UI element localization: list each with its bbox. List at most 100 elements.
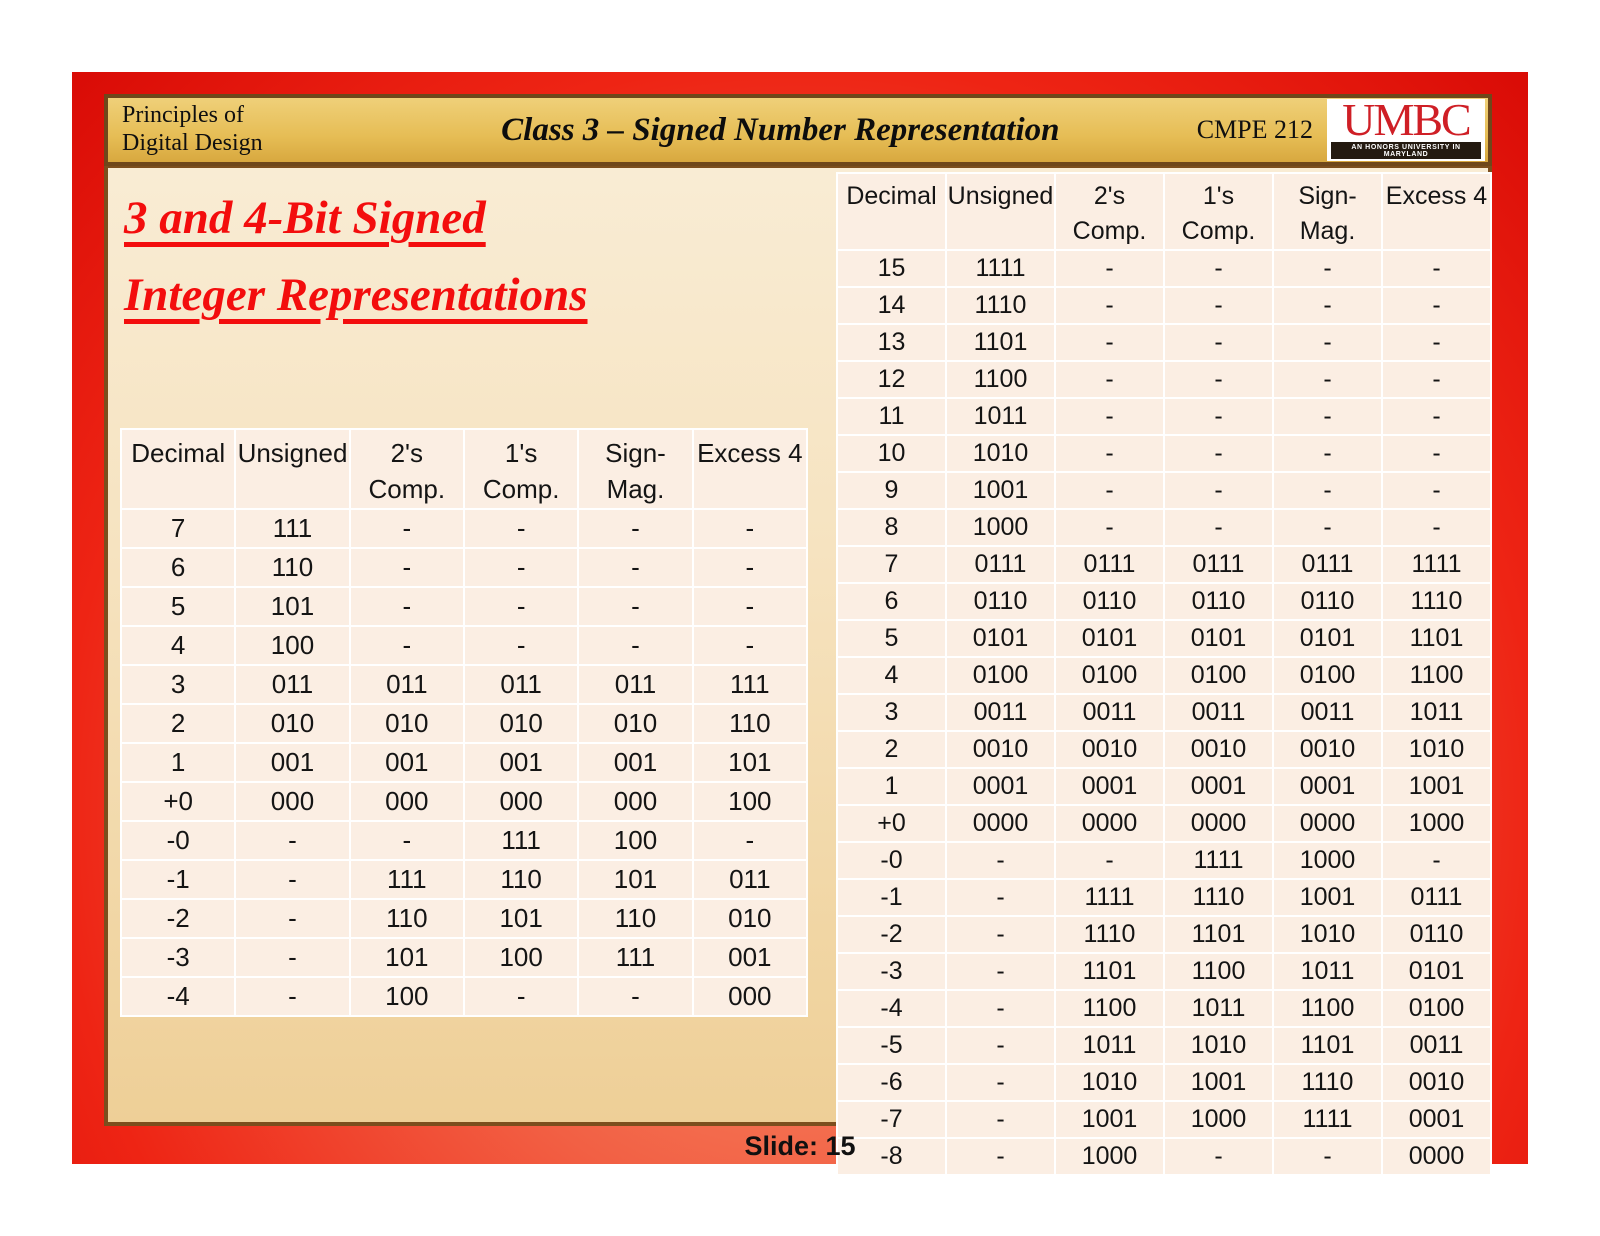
table-cell: 0101 [1163,619,1274,658]
table-cell: 0111 [1054,545,1165,584]
table-cell: 1000 [1054,1137,1165,1176]
table-cell: 101 [462,897,580,939]
table-cell: 0100 [1381,989,1492,1028]
table-cell: - [462,624,580,666]
table-cell: 0111 [1272,545,1383,584]
table-cell: 100 [577,819,694,861]
table-cell: 0011 [1054,693,1165,732]
table-cell: 1010 [1381,730,1492,769]
table-cell: 0110 [1272,582,1383,621]
table-cell: -7 [836,1100,947,1139]
table-cell: -1 [119,858,237,900]
table-cell: 1111 [1054,878,1165,917]
table-row: -2-110 101 110 010 [119,897,809,939]
table-cell: 0110 [1163,582,1274,621]
table-cell: 110 [462,858,580,900]
table-cell: 0010 [1381,1063,1492,1102]
table-3bit-representations: Decimal Unsigned 2's Comp. 1's Comp. Sign- M… [119,428,809,1017]
table-cell: 010 [348,702,465,744]
table-row: 6 0110 0110 0110 0110 1110 [836,582,1492,621]
table-cell: - [691,585,809,627]
table-cell: 100 [462,936,580,978]
table-cell: 1011 [1381,693,1492,732]
table-cell: - [945,1100,1056,1139]
table-row: -6-1010 1001 1110 0010 [836,1063,1492,1102]
table-cell: 011 [577,663,694,705]
table-cell: 101 [577,858,694,900]
table-row: -5-1011 1010 1101 0011 [836,1026,1492,1065]
table-cell: 0101 [1381,952,1492,991]
table-cell: 0001 [1381,1100,1492,1139]
table-cell: 1100 [1054,989,1165,1028]
table-cell: 0000 [945,804,1056,843]
table-row: 4 100- - - - [119,624,809,666]
table-cell: 011 [348,663,465,705]
table-cell: - [1272,471,1383,510]
table-cell: 0111 [1163,545,1274,584]
table-cell: 2 [119,702,237,744]
table-cell: - [1163,360,1274,399]
column-header: Excess 4 [1381,172,1492,251]
table-cell: 9 [836,471,947,510]
table-cell: - [577,546,694,588]
column-header: 2's Comp. [348,428,465,510]
table-cell: 001 [234,741,351,783]
table-cell: 0101 [1054,619,1165,658]
table-cell: - [1272,434,1383,473]
table-cell: 1110 [1381,582,1492,621]
table-cell: 0010 [1054,730,1165,769]
table-cell: - [1272,1137,1383,1176]
table-cell: 0000 [1054,804,1165,843]
table-row: 11 1011- - - - [836,397,1492,436]
table-row: 7 111- - - - [119,507,809,549]
table-row: 12 1100- - - - [836,360,1492,399]
table-cell: - [1163,471,1274,510]
table-cell: - [1163,249,1274,288]
table-cell: 0110 [945,582,1056,621]
table-cell: - [348,546,465,588]
table-cell: - [945,989,1056,1028]
table-cell: 0100 [1272,656,1383,695]
table-cell: - [1054,286,1165,325]
table-cell: 3 [119,663,237,705]
table-row: 5 101- - - - [119,585,809,627]
table-row: 8 1000- - - - [836,508,1492,547]
table-cell: 111 [234,507,351,549]
table-cell: 1110 [1054,915,1165,954]
slide-body: 3 and 4-Bit Signed Integer Representatio… [104,166,1492,1176]
table-cell: +0 [836,804,947,843]
table-cell: 001 [691,936,809,978]
table-cell: 8 [836,508,947,547]
table-row: +0 000 000 000 000 100 [119,780,809,822]
table-cell: - [1381,323,1492,362]
table-cell: 0101 [945,619,1056,658]
table-row: -8-1000- -0000 [836,1137,1492,1176]
table-cell: - [348,624,465,666]
column-header: Unsigned [945,172,1056,251]
slide-title: 3 and 4-Bit Signed Integer Representatio… [124,180,588,334]
slide-number: Slide: 15 [744,1130,856,1161]
column-header: 2's Comp. [1054,172,1165,251]
course-name-line1: Principles of [122,102,244,129]
table-cell: 1101 [1054,952,1165,991]
table-row: 14 1110- - - - [836,286,1492,325]
table-cell: 0010 [1272,730,1383,769]
table-cell: 010 [234,702,351,744]
table-row: 3 011 011 011 011 111 [119,663,809,705]
table-cell: - [945,952,1056,991]
table-row: 13 1101- - - - [836,323,1492,362]
table-cell: - [577,624,694,666]
table-cell: 7 [119,507,237,549]
table-cell: 1111 [1163,841,1274,880]
table-cell: 001 [348,741,465,783]
table-row: -2-1110 1101 1010 0110 [836,915,1492,954]
table-cell: 0000 [1163,804,1274,843]
table-cell: 7 [836,545,947,584]
table-cell: 1101 [1381,619,1492,658]
table-cell: -6 [836,1063,947,1102]
table-cell: 000 [577,780,694,822]
table-cell: - [1163,286,1274,325]
table-cell: 0011 [1381,1026,1492,1065]
table-cell: 0000 [1381,1137,1492,1176]
